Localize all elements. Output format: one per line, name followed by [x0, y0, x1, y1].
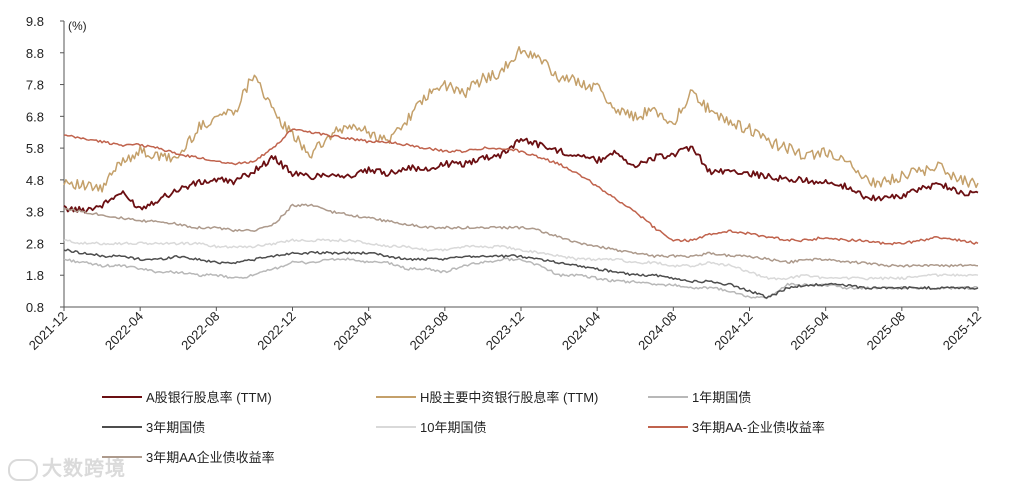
y-tick-label: 6.8: [26, 109, 44, 124]
y-tick-label: 4.8: [26, 173, 44, 188]
x-tick-label: 2025-12: [940, 309, 984, 353]
y-tick-label: 9.8: [26, 14, 44, 29]
watermark-text: 大数跨境: [42, 456, 126, 480]
x-tick-label: 2023-08: [407, 309, 451, 353]
legend-label: 1年期国债: [692, 390, 751, 405]
legend: A股银行股息率 (TTM) H股主要中资银行股息率 (TTM) 1年期国债 3年期国债…: [102, 390, 825, 465]
y-tick-label: 1.8: [26, 268, 44, 283]
x-tick-label: 2022-04: [102, 309, 146, 353]
x-tick-label: 2022-08: [178, 309, 222, 353]
series-line-4: [63, 248, 979, 299]
legend-label: A股银行股息率 (TTM): [146, 390, 272, 405]
y-tick-label: 2.8: [26, 236, 44, 251]
series-line-5: [63, 238, 979, 281]
y-tick-label: 5.8: [26, 141, 44, 156]
y-tick-label: 8.8: [26, 46, 44, 61]
legend-label: 3年期AA企业债收益率: [146, 450, 275, 465]
x-tick-label: 2023-12: [483, 309, 527, 353]
x-tick-label: 2024-04: [559, 309, 603, 353]
axes: [60, 20, 979, 311]
legend-label: 10年期国债: [420, 420, 486, 435]
x-tick-label: 2024-08: [635, 309, 679, 353]
x-tick-label: 2022-12: [254, 309, 298, 353]
series-line-3: [63, 257, 979, 300]
watermark-logo-icon: [8, 458, 38, 481]
legend-label: H股主要中资银行股息率 (TTM): [420, 390, 598, 405]
x-tick-label: 2021-12: [26, 309, 70, 353]
x-tick-label: 2025-04: [787, 309, 831, 353]
y-tick-label: 7.8: [26, 78, 44, 93]
watermark: 大数跨境: [8, 452, 126, 481]
y-tick-label: 3.8: [26, 205, 44, 220]
x-tick-label: 2024-12: [711, 309, 755, 353]
legend-label: 3年期国债: [146, 420, 205, 435]
series-layer: [63, 46, 979, 300]
y-tick-label: 0.8: [26, 300, 44, 315]
y-unit-label: (%): [68, 19, 87, 33]
series-line-1: [63, 137, 979, 214]
series-line-6: [64, 128, 979, 246]
x-tick-label: 2025-08: [864, 309, 908, 353]
x-tick-label: 2023-04: [330, 309, 374, 353]
series-line-7: [63, 203, 979, 268]
legend-label: 3年期AA-企业债收益率: [692, 420, 825, 435]
series-line-2: [63, 46, 979, 193]
